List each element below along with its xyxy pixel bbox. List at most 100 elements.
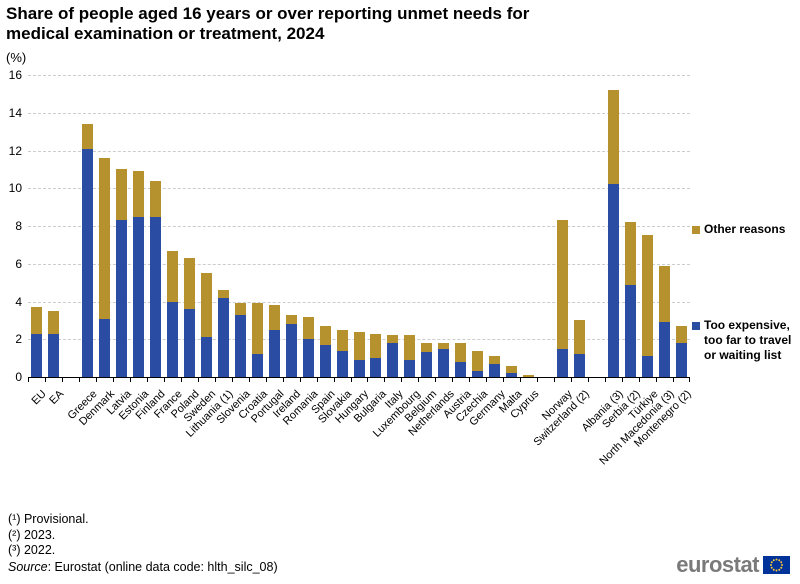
bar-segment-expensive [557,348,569,377]
bar-segment-expensive [642,356,654,377]
x-tick-mark [401,378,403,382]
bar-slovenia [234,303,246,377]
bar-t-rkiye [642,235,654,377]
bar-segment-expensive [285,324,297,377]
bar-segment-other [217,290,229,298]
bar-segment-other [81,124,93,149]
bar-segment-expensive [489,363,501,377]
bar-segment-expensive [217,297,229,377]
source-line: Source: Eurostat (online data code: hlth… [8,560,278,574]
bar-segment-other [132,171,144,217]
bar-segment-expensive [625,284,637,377]
bar-czechia [472,350,484,377]
bar-segment-other [251,303,263,355]
bar-ea [47,310,59,377]
bar-austria [455,343,467,377]
bar-lithuania-1- [217,290,229,377]
eu-flag-icon [763,556,790,574]
bar-segment-expensive [659,322,671,377]
bar-segment-other [608,90,620,185]
bar-segment-expensive [115,220,127,377]
y-gridline-10 [28,188,690,190]
bar-segment-other [149,180,161,217]
bar-segment-other [234,303,246,315]
bar-segment-other [625,222,637,285]
x-tick-mark [486,378,488,382]
bar-segment-expensive [200,337,212,377]
x-tick-mark [520,378,522,382]
bar-finland [149,180,161,377]
bar-italy [387,335,399,377]
x-axis-labels: EU EA Greece Denmark Latvia Estonia Finland Fra… [28,382,694,512]
bar-segment-other [659,265,671,323]
bar-portugal [268,305,280,377]
bar-segment-other [268,305,280,330]
bar-segment-expensive [676,343,687,377]
x-tick-mark [282,378,284,382]
bar-segment-expensive [370,358,382,377]
legend-label-expensive: Too expensive, too far to travel or wait… [704,318,792,362]
x-tick-mark [689,378,690,382]
bar-segment-expensive [336,350,348,377]
bar-segment-expensive [47,333,59,377]
x-tick-mark [452,378,454,382]
x-tick-mark [129,378,131,382]
bar-norway [557,220,569,377]
bar-segment-expensive [302,339,314,377]
legend-swatch-expensive-icon [692,322,700,330]
footnotes: (¹) Provisional. (²) 2023. (³) 2022. [8,512,89,559]
x-tick-mark [44,378,46,382]
bar-segment-expensive [353,360,365,377]
x-tick-mark [435,378,437,382]
legend-swatch-other-icon [692,226,700,234]
bar-france [166,250,178,377]
bar-segment-other [489,356,501,364]
y-gridline-12 [28,150,690,152]
bar-segment-expensive [608,184,620,377]
bar-segment-expensive [81,148,93,377]
legend-item-other-reasons: Other reasons [692,222,798,237]
x-tick-mark [588,378,590,382]
y-tick-label-14: 14 [8,105,22,120]
bar-segment-other [30,307,42,334]
bar-cyprus [523,375,535,377]
bar-segment-expensive [149,216,161,377]
bar-segment-expensive [421,352,433,377]
bar-slovakia [336,329,348,377]
y-tick-label-4: 4 [15,294,22,309]
bar-segment-expensive [387,343,399,377]
x-tick-mark [333,378,335,382]
bar-belgium [421,343,433,377]
bar-segment-expensive [506,373,518,377]
source-label: Source [8,560,48,574]
bar-segment-other [47,310,59,334]
bar-malta [506,365,518,377]
footnote-1: (¹) Provisional. [8,512,89,526]
bar-segment-other [523,375,535,377]
x-tick-mark [248,378,250,382]
bar-hungary [353,331,365,377]
bar-segment-expensive [268,329,280,377]
bar-north-macedonia-3- [659,265,671,377]
bar-segment-other [506,365,518,374]
y-gridline-14 [28,112,690,114]
x-tick-mark [180,378,182,382]
bar-spain [319,326,331,377]
bar-bulgaria [370,333,382,377]
page-title: Share of people aged 16 years or over re… [6,4,746,44]
bar-segment-other [200,273,212,338]
x-tick-mark [28,378,29,382]
x-tick-mark [656,378,658,382]
bar-segment-other [421,343,433,353]
x-tick-mark [571,378,573,382]
y-tick-label-10: 10 [8,181,22,196]
y-gridline-16 [28,75,690,76]
bar-estonia [132,171,144,377]
bar-romania [302,316,314,377]
bar-segment-expensive [30,333,42,377]
x-tick-mark [367,378,369,382]
bar-albania-3- [608,90,620,377]
bar-segment-expensive [234,314,246,377]
bar-segment-other [676,326,687,344]
y-gridline-6 [28,263,690,265]
